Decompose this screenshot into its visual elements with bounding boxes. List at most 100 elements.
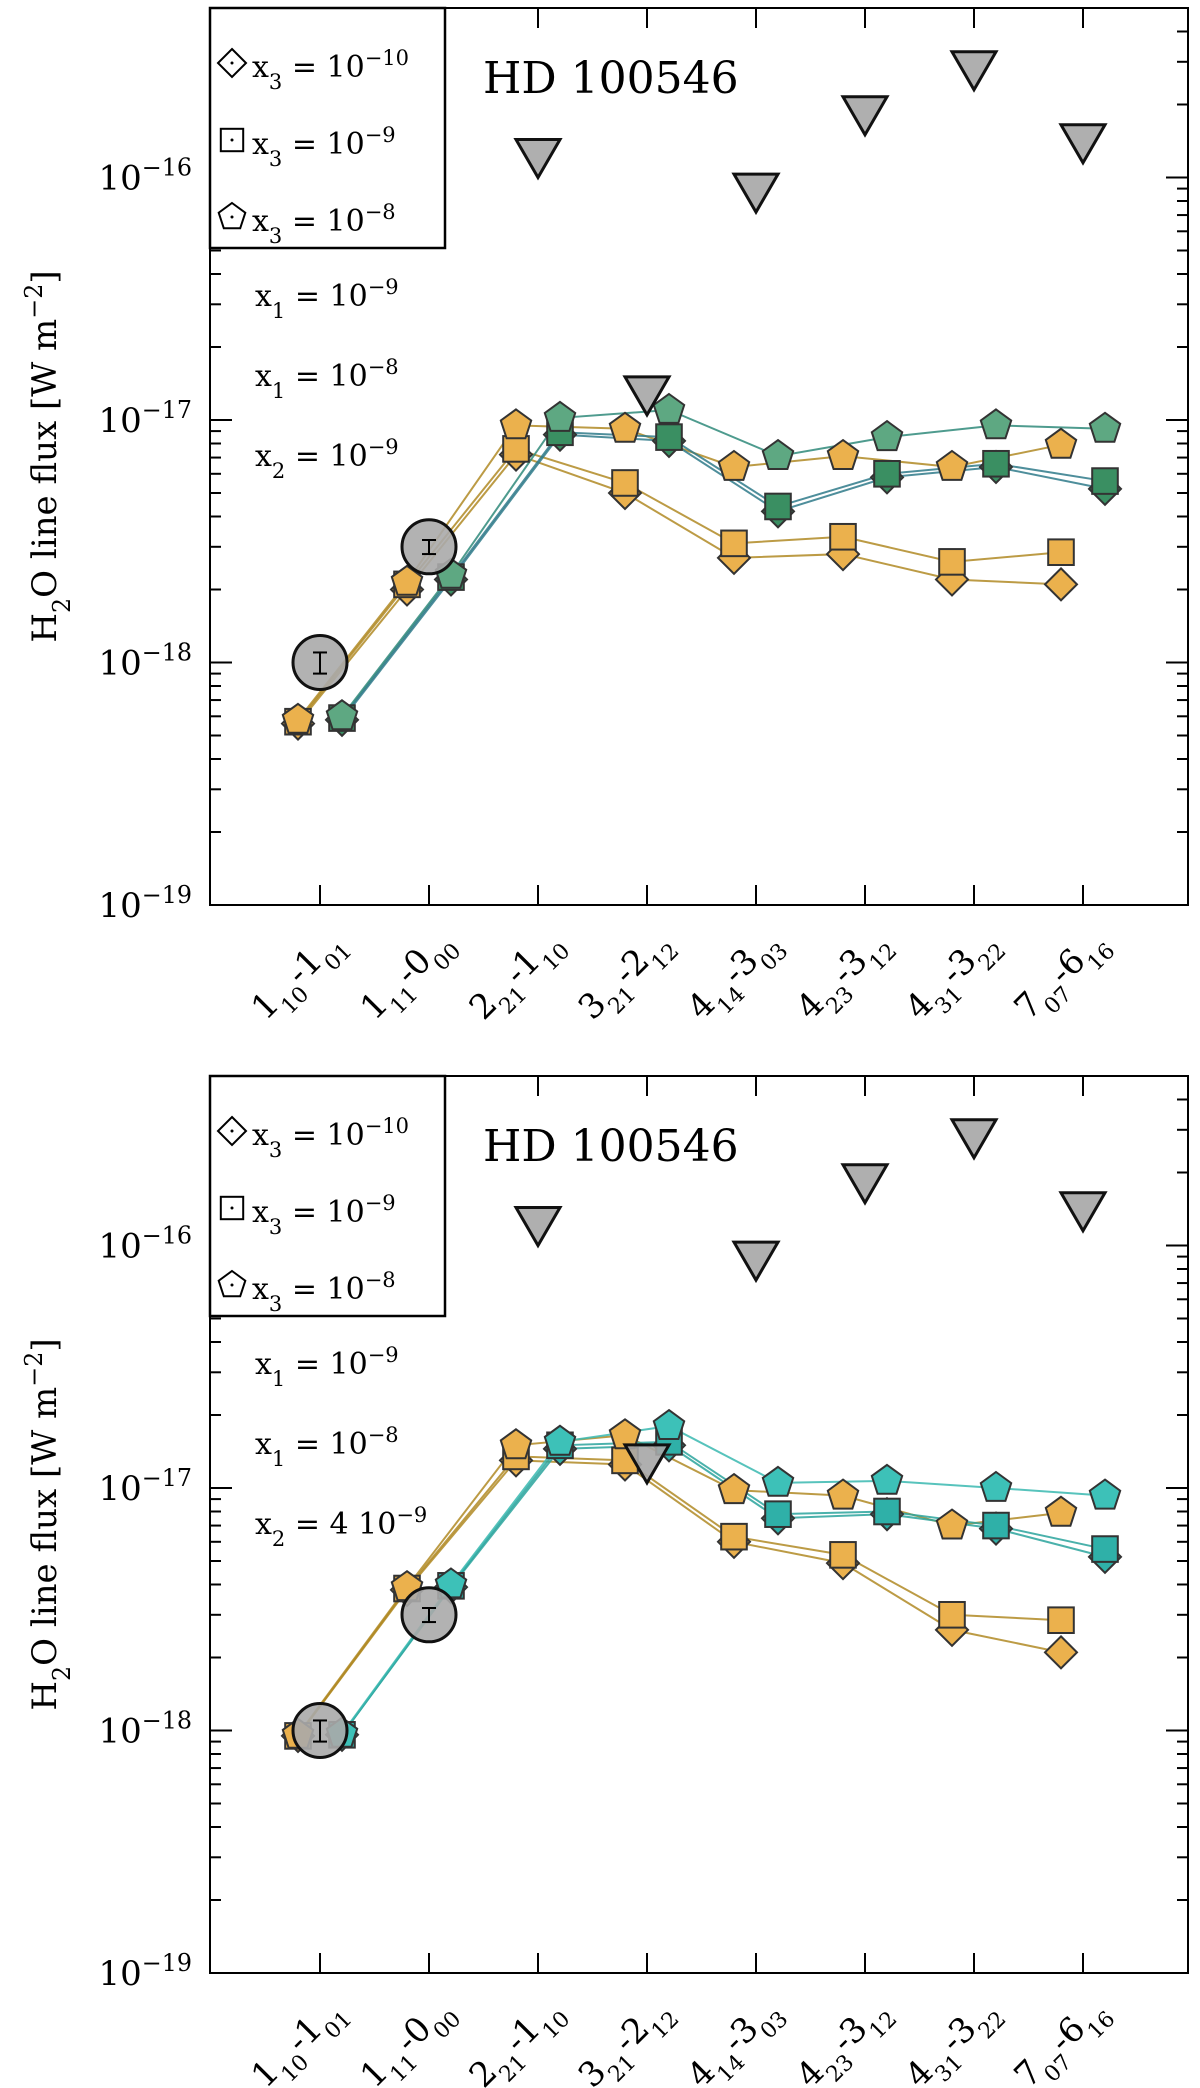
y-tick-label: 10−18: [99, 639, 193, 684]
data-point-pentagon: [935, 1508, 969, 1540]
upper-limit-marker: [949, 1118, 999, 1161]
series-line: [297, 1455, 1062, 1737]
legend-box: [208, 1074, 447, 1318]
legend-label: x3 = 10−8: [252, 1268, 396, 1316]
upper-limit-marker: [513, 138, 563, 181]
chart-panel: 10−19 10−18 10−17 10−16 110-101111-000221-11…: [20, 6, 1189, 1034]
y-axis-label: H2O line flux [W m−2]: [20, 270, 76, 642]
x-category-label: 423-312: [789, 1989, 902, 2088]
x-category-label: 110-101: [244, 1989, 357, 2088]
x-category-label: 111-000: [353, 921, 466, 1034]
chart-panel: 10−19 10−18 10−17 10−16 110-101111-000221-11…: [20, 1074, 1189, 2088]
legend-label: x3 = 10−9: [252, 123, 396, 171]
upper-limit-marker: [949, 50, 999, 93]
y-tick-label: 10−19: [99, 881, 193, 926]
series-line: [341, 1440, 1106, 1736]
chart-title: HD 100546: [483, 53, 739, 104]
legend-marker-dot: [230, 215, 234, 219]
data-point-pentagon: [499, 408, 533, 440]
model-parameter-note: x1 = 10−9: [255, 1343, 399, 1391]
data-point-square: [611, 469, 639, 497]
x-category-label: 414-303: [680, 1989, 793, 2088]
data-point-square: [655, 423, 683, 451]
upper-limit-marker: [622, 1443, 672, 1486]
data-point-square: [764, 492, 792, 521]
data-point-square: [502, 435, 530, 463]
data-point-square: [938, 1600, 966, 1629]
data-point-pentagon: [979, 408, 1013, 440]
data-point-pentagon: [608, 1418, 642, 1450]
data-point-pentagon: [826, 438, 860, 470]
legend-marker-dot: [230, 61, 234, 65]
data-point-square: [720, 529, 748, 558]
legend-label: x3 = 10−10: [252, 46, 409, 94]
data-point-square: [873, 1497, 901, 1526]
data-point-pentagon: [499, 1428, 533, 1460]
data-point-square: [938, 548, 966, 576]
legend-marker-dot: [230, 1129, 234, 1133]
data-point-square: [1047, 538, 1075, 567]
data-point-pentagon: [935, 449, 969, 481]
upper-limit-marker: [1058, 1191, 1108, 1234]
data-point-pentagon: [826, 1478, 860, 1510]
data-point-square: [829, 1541, 857, 1569]
data-point-pentagon: [1044, 427, 1078, 459]
series-line: [297, 1459, 1062, 1737]
model-parameter-note: x1 = 10−9: [255, 275, 399, 323]
upper-limit-marker: [622, 375, 672, 418]
legend-label: x3 = 10−8: [252, 200, 396, 248]
data-point-pentagon: [870, 1463, 904, 1495]
data-point-pentagon: [325, 699, 359, 731]
data-point-pentagon: [979, 1470, 1013, 1502]
y-tick-label: 10−17: [99, 396, 193, 441]
x-category-label: 321-212: [571, 921, 684, 1034]
y-tick-label: 10−17: [99, 1464, 193, 1509]
upper-limit-marker: [840, 1163, 890, 1206]
x-category-label: 423-312: [789, 921, 902, 1034]
data-point-square: [1047, 1606, 1075, 1635]
data-point-pentagon: [543, 1424, 577, 1456]
legend-marker-dot: [230, 1283, 234, 1287]
model-parameter-note: x2 = 10−9: [255, 435, 399, 483]
upper-limit-marker: [731, 1240, 781, 1284]
data-point-square: [1091, 1535, 1119, 1563]
upper-limit-marker: [731, 172, 781, 216]
data-point-square: [982, 1511, 1010, 1540]
data-point-pentagon: [543, 400, 577, 432]
data-point-pentagon: [281, 702, 315, 734]
x-category-label: 111-000: [353, 1989, 466, 2088]
upper-limit-marker: [840, 95, 890, 138]
model-parameter-note: x2 = 4 10−9: [255, 1503, 427, 1551]
data-point-pentagon: [1088, 411, 1122, 443]
data-point-square: [720, 1522, 748, 1551]
upper-limit-marker: [513, 1206, 563, 1249]
x-category-label: 707-616: [1007, 1989, 1120, 2088]
x-category-label: 707-616: [1007, 921, 1120, 1034]
x-category-label: 221-110: [462, 921, 575, 1034]
data-point-pentagon: [761, 1465, 795, 1497]
data-point-pentagon: [761, 438, 795, 470]
x-category-label: 321-212: [571, 1989, 684, 2088]
legend-box: [208, 6, 447, 250]
data-point-pentagon: [717, 1472, 751, 1505]
data-point-diamond: [1043, 566, 1079, 602]
data-point-pentagon: [717, 449, 751, 481]
upper-limit-marker: [1058, 123, 1108, 166]
data-point-square: [764, 1500, 792, 1528]
legend-marker-dot: [230, 1206, 234, 1210]
data-point-pentagon: [652, 392, 686, 424]
legend-marker-dot: [230, 138, 234, 142]
data-point-square: [829, 522, 857, 551]
series-line: [341, 1425, 1106, 1735]
x-category-label: 431-322: [898, 921, 1011, 1034]
model-parameter-note: x1 = 10−8: [255, 1423, 399, 1471]
y-tick-label: 10−16: [99, 1222, 193, 1267]
data-point-square: [873, 459, 901, 488]
data-point-square: [982, 449, 1010, 478]
x-category-label: 110-101: [244, 921, 357, 1034]
x-category-label: 221-110: [462, 1989, 575, 2088]
data-point-pentagon: [390, 564, 424, 596]
data-point-square: [1091, 467, 1119, 495]
